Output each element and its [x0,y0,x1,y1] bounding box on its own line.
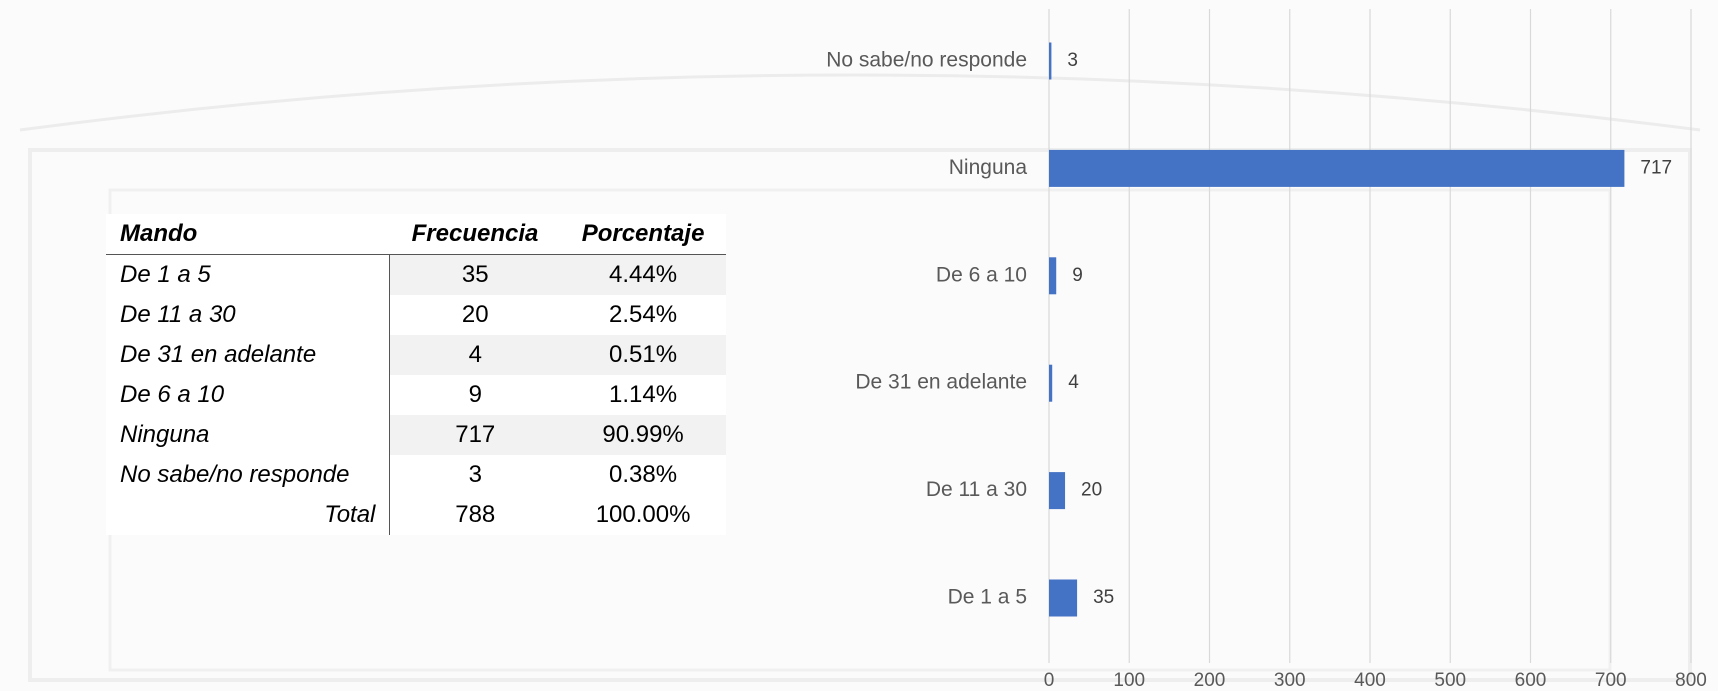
y-tick-label: De 6 a 10 [936,263,1027,286]
x-tick-label: 0 [1044,670,1055,691]
table-cell: 0.38% [560,455,726,495]
table-cell: Total [106,495,390,535]
bar [1049,43,1051,80]
x-tick-label: 800 [1675,670,1707,691]
y-tick-label: De 11 a 30 [926,478,1027,501]
table-cell: 100.00% [560,495,726,535]
table-cell: De 11 a 30 [106,295,390,335]
bar [1049,472,1065,509]
page: 0 100 200 300 400 500 600 700 800 No sabe/no resp… [0,0,1718,691]
y-tick-label: De 1 a 5 [948,586,1027,609]
bar [1049,580,1077,617]
header-cell: Porcentaje [560,214,726,255]
x-tick-label: 200 [1194,670,1226,691]
x-tick-label: 700 [1595,670,1627,691]
table-cell: 0.51% [560,335,726,375]
data-label: 9 [1072,265,1083,286]
table-cell: 4.44% [560,255,726,296]
table-cell: No sabe/no responde [106,455,390,495]
x-tick-label: 400 [1354,670,1386,691]
y-tick-label: De 31 en adelante [855,371,1027,394]
data-label: 717 [1640,157,1672,178]
table-header: Mando Frecuencia Porcentaje [106,214,726,255]
data-label: 35 [1093,587,1114,608]
y-tick-label: No sabe/no responde [826,49,1027,72]
x-tick-label: 100 [1113,670,1145,691]
data-label: 3 [1067,50,1078,71]
header-cell: Frecuencia [390,214,560,255]
table-cell: Ninguna [106,415,390,455]
bar [1049,257,1056,294]
table-cell: 2.54% [560,295,726,335]
table-cell: 3 [390,455,560,495]
table-cell: 717 [390,415,560,455]
table-cell: 20 [390,295,560,335]
data-label: 4 [1068,372,1079,393]
bar [1049,365,1052,402]
x-tick-label: 600 [1515,670,1547,691]
table-cell: 1.14% [560,375,726,415]
x-tick-label: 300 [1274,670,1306,691]
y-tick-label: Ninguna [949,156,1028,179]
bar [1049,150,1624,187]
table-cell: De 1 a 5 [106,255,390,296]
table-cell: 9 [390,375,560,415]
table-cell: De 31 en adelante [106,335,390,375]
table-cell: 4 [390,335,560,375]
table-cell: 788 [390,495,560,535]
data-label: 20 [1081,480,1102,501]
table-cell: 35 [390,255,560,296]
table-cell: De 6 a 10 [106,375,390,415]
table-cell: 90.99% [560,415,726,455]
x-tick-label: 500 [1434,670,1466,691]
header-cell: Mando [106,214,390,255]
